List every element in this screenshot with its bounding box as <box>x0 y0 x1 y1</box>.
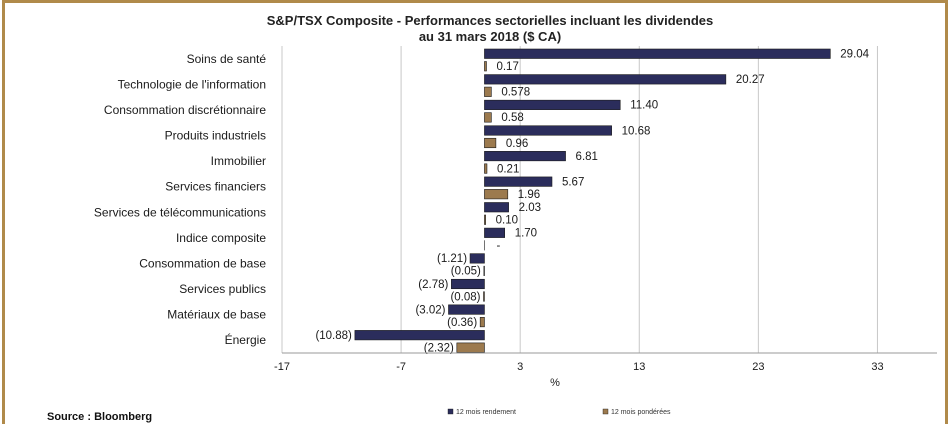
category-label: Immobilier <box>211 154 266 168</box>
bar-12m-return <box>484 48 831 59</box>
data-label: 2.03 <box>519 202 541 214</box>
data-label: (3.02) <box>415 304 445 316</box>
source-note: Source : Bloomberg <box>47 411 152 423</box>
data-label: 0.58 <box>501 112 523 124</box>
category-label: Services publics <box>179 282 266 296</box>
bars <box>354 48 831 353</box>
legend-entry: 12 mois pondérées <box>611 409 671 416</box>
bar-12m-weighted <box>484 112 492 123</box>
chart-title: S&P/TSX Composite - Performances sectori… <box>267 13 713 28</box>
bar-12m-weighted <box>483 291 485 302</box>
bar-12m-weighted <box>484 189 509 200</box>
category-label: Consommation de base <box>139 256 266 270</box>
x-tick-label: -7 <box>396 361 406 373</box>
data-label: 1.70 <box>515 228 537 240</box>
x-tick-label: 3 <box>517 361 523 373</box>
x-axis-label: % <box>550 377 560 389</box>
bar-12m-weighted <box>484 137 497 149</box>
x-axis: -17 -7 3 13 23 33 <box>274 352 937 373</box>
legend-entry: 12 mois rendement <box>456 409 516 416</box>
category-label: Services financiers <box>165 180 266 194</box>
data-label: (10.88) <box>315 330 352 342</box>
bar-12m-return <box>484 151 566 162</box>
bar-12m-return <box>469 253 485 264</box>
data-label: (0.05) <box>451 266 481 278</box>
data-label: (0.08) <box>450 291 480 303</box>
bar-12m-return <box>484 227 506 238</box>
data-label: 0.578 <box>501 87 530 99</box>
bar-12m-return <box>354 330 485 341</box>
data-label: 6.81 <box>576 151 598 163</box>
category-label: Technologie de l'information <box>118 77 266 91</box>
legend: 12 mois rendement 12 mois pondérées <box>447 408 671 416</box>
bar-12m-weighted <box>479 317 485 328</box>
bar-12m-weighted <box>484 163 488 174</box>
category-label: Soins de santé <box>187 52 267 66</box>
bar-12m-weighted <box>484 214 486 225</box>
bar-12m-return <box>484 202 509 213</box>
data-label: 20.27 <box>736 74 765 86</box>
category-label: Indice composite <box>176 231 266 245</box>
data-label: 11.40 <box>630 100 658 112</box>
data-label: 5.67 <box>562 176 584 188</box>
data-label: - <box>496 240 500 252</box>
legend-swatch <box>447 408 454 415</box>
x-tick-label: 13 <box>633 361 645 373</box>
category-label: Matériaux de base <box>167 308 266 322</box>
x-tick-label: 33 <box>871 361 883 373</box>
data-label: 29.04 <box>840 49 869 61</box>
category-label: Produits industriels <box>165 129 266 143</box>
data-label: 0.10 <box>496 215 518 227</box>
bar-12m-weighted <box>456 342 485 353</box>
chart-subtitle: au 31 mars 2018 ($ CA) <box>419 29 561 44</box>
category-label: Services de télécommunications <box>94 205 266 219</box>
data-label: (1.21) <box>437 253 467 265</box>
bar-12m-return <box>484 176 553 187</box>
legend-swatch <box>602 408 609 415</box>
x-tick-label: -17 <box>274 361 290 373</box>
data-label: 1.96 <box>518 189 540 201</box>
category-label: Consommation discrétionnaire <box>104 103 266 117</box>
data-label: 0.21 <box>497 163 519 175</box>
bar-12m-return <box>448 304 485 315</box>
bar-12m-return <box>484 74 727 85</box>
data-label: 0.96 <box>506 138 528 150</box>
data-label: 10.68 <box>622 125 651 137</box>
gridlines <box>281 46 878 353</box>
bar-12m-weighted <box>483 265 485 276</box>
data-label: (2.78) <box>418 279 448 291</box>
bar-12m-weighted <box>484 61 487 72</box>
category-label: Énergie <box>225 332 267 347</box>
bar-12m-return <box>484 125 612 136</box>
bar-12m-return <box>451 278 485 290</box>
data-label: (2.32) <box>424 342 454 354</box>
data-label: (0.36) <box>447 317 477 329</box>
bar-12m-weighted <box>484 86 492 97</box>
data-label: 0.17 <box>496 61 518 73</box>
labels: Soins de santé 29.04 0.17 Technologie de l'… <box>94 49 870 355</box>
x-tick-label: 23 <box>752 361 764 373</box>
bar-12m-return <box>484 99 621 110</box>
